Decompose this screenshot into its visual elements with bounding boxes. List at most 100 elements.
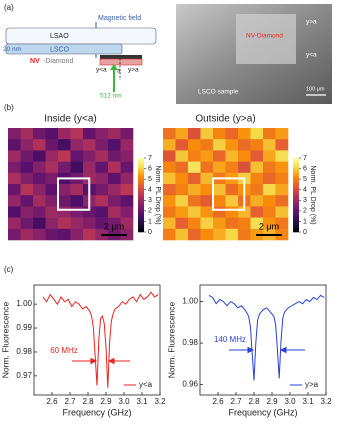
lsco-layer [5,43,123,55]
heat-cell [263,161,276,174]
heat-cell [108,184,121,196]
heat-cell [250,161,264,174]
heat-cell [225,228,239,241]
heat-cell [83,150,96,162]
heat-cell [120,195,134,207]
heat-cell [108,161,121,174]
heat-cell [175,128,189,140]
heat-cell [8,206,21,218]
colorbar-segment [293,167,299,171]
scale-label: 2 μm [104,221,124,231]
colorbar-segment [293,165,299,169]
colorbar-segment [293,204,299,208]
heat-cell [250,217,264,230]
series-line [42,291,159,388]
heat-cell [33,195,46,207]
heat-cell [120,128,134,140]
heat-cell [95,128,109,140]
heat-cell [58,206,71,218]
heat-cell [238,217,251,230]
heat-cell [70,150,84,162]
x-tick-label: 3.0 [284,397,296,406]
colorbar-tick-label: 0 [148,229,152,236]
photo-diamond [236,14,296,64]
colorbar-segment [293,212,299,216]
heat-cell [275,217,289,230]
field-label: Magnetic field [98,15,141,22]
heat-cell [163,128,176,140]
y-tick-label: 0.98 [182,338,198,347]
photo-label: LSCO sample [198,89,239,96]
heat-cell [83,161,96,174]
heat-cell [238,206,251,218]
colorbar-segment [138,165,144,169]
heat-cell [188,195,201,207]
heat-cell [188,228,201,241]
heat-cell [45,139,59,151]
heat-cell [20,161,34,174]
heat-cell [213,128,226,140]
heat-cell [163,228,176,241]
heat-cell [175,139,189,151]
heat-cell [188,184,201,196]
lsao-layer [5,27,157,45]
photo-label: NV-Diamond [246,33,283,40]
x-tick-label: 3.0 [118,397,130,406]
y-tick-label: 0.99 [16,323,32,332]
colorbar-segment [138,227,144,230]
heat-cell [250,172,264,185]
x-axis-label: Frequency (GHz) [62,407,131,417]
colorbar-segment [138,209,144,213]
heat-cell [95,217,109,230]
colorbar-segment [293,227,299,230]
panel-label: (c) [4,265,14,274]
x-tick-label: 2.7 [230,397,242,406]
heat-cell [8,228,21,241]
heat-cell [275,150,289,162]
heat-cell [225,161,239,174]
colorbar-tick-label: 7 [303,155,307,162]
heat-cell [33,128,46,140]
colorbar-segment [138,219,144,223]
heat-cell [8,195,21,207]
heat-cell [213,150,226,162]
x-tick-label: 3.1 [302,397,314,406]
heat-cell [263,139,276,151]
heat-cell [213,161,226,174]
heat-cell [70,217,84,230]
heat-cell [188,161,201,174]
colorbar-tick-label: 3 [148,197,152,204]
colorbar-segment [293,180,299,183]
colorbar-segment [138,217,144,220]
legend-label: y<a [139,380,153,389]
series-line [208,294,325,381]
colorbar-segment [293,229,299,233]
thickness-label: 20 nm [3,46,21,53]
heat-cell [33,228,46,241]
heat-cell [175,217,189,230]
heat-cell [20,184,34,196]
heat-cell [250,184,264,196]
colorbar-label: Norm. PL Drop (%) [309,165,316,224]
heat-cell [120,172,134,185]
heat-cell [200,128,214,140]
colorbar-label: Norm. PL Drop (%) [154,165,161,224]
heat-cell [70,206,84,218]
heat-cell [175,184,189,196]
x-tick-label: 2.9 [100,397,112,406]
heat-cell [250,150,264,162]
heat-cell [83,217,96,230]
heat-cell [58,139,71,151]
colorbar-segment [138,175,144,179]
heat-cell [20,217,34,230]
heat-cell [33,161,46,174]
colorbar-segment [293,192,299,196]
heat-cell [163,150,176,162]
y-tick-label: 0.96 [182,380,198,389]
colorbar-segment [293,219,299,223]
colorbar-segment [138,180,144,183]
colorbar-segment [138,195,144,198]
heat-cell [70,228,84,241]
colorbar-segment [293,222,299,225]
